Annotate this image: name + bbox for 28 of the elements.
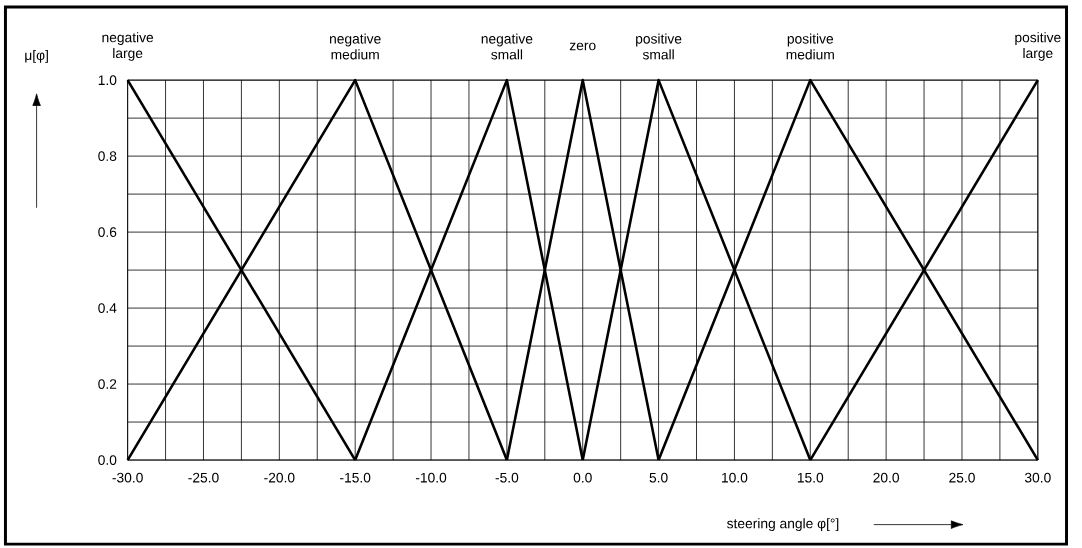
x-tick-label: 15.0: [797, 472, 824, 483]
text: negative large: [102, 32, 154, 61]
x-tick-label: 10.0: [722, 472, 748, 483]
x-tick-label: -30.0: [112, 472, 143, 483]
text: negative medium: [330, 33, 381, 60]
x-tick-label: -10.0: [415, 472, 447, 483]
y-tick-label: 0.6: [98, 227, 117, 237]
text: positive large: [1015, 32, 1061, 61]
y-tick-label: 1.0: [98, 75, 117, 85]
x-tick-label: -25.0: [188, 472, 219, 483]
x-tick-label: -5.0: [495, 472, 519, 483]
y-tick-label: 0.0: [98, 455, 117, 465]
x-tick-label: 5.0: [649, 472, 668, 483]
x-axis-title: steering angle φ[°]: [727, 518, 839, 532]
text: positive medium: [786, 33, 834, 60]
y-axis-title: μ[φ]: [25, 49, 48, 63]
y-tick-label: 0.2: [98, 379, 117, 389]
text: zero: [569, 42, 596, 51]
x-tick-label: -20.0: [264, 472, 295, 483]
x-tick-label: 30.0: [1024, 472, 1051, 483]
x-tick-label: -15.0: [340, 472, 371, 483]
x-tick-label: 25.0: [949, 472, 975, 483]
x-tick-label: 0.0: [573, 472, 592, 483]
y-tick-label: 0.8: [98, 151, 117, 161]
x-tick-label: 20.0: [873, 472, 900, 483]
y-tick-label: 0.4: [98, 303, 117, 313]
text: positive small: [636, 33, 682, 60]
text: negative small: [481, 33, 533, 60]
